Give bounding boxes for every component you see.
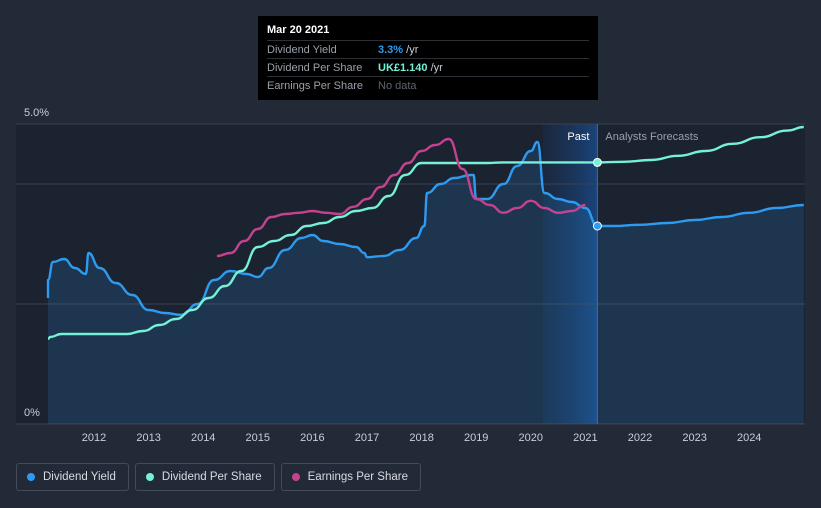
series-lines [46,125,804,340]
x-tick-label: 2022 [628,432,652,444]
grid-lines [16,123,805,425]
x-axis-labels: 2012 2013 2014 2015 2016 2017 2018 2019 2020 2021… [82,432,762,444]
legend-item-dividend-yield[interactable]: Dividend Yield [16,463,129,491]
dividend-per-share-marker [592,157,602,167]
x-tick-label: 2015 [246,432,270,444]
tooltip-label: Earnings Per Share [267,79,363,92]
x-tick-label: 2019 [464,432,488,444]
y-axis-labels: 5.0% 0% [24,107,49,419]
tooltip-value: 3.3% /yr [378,44,418,56]
markers [592,157,602,231]
x-tick-label: 2013 [136,432,160,444]
legend-dot-icon [27,473,35,481]
dividend-yield-line [46,140,804,316]
tooltip-date: Mar 20 2021 [267,24,330,36]
x-tick-label: 2024 [737,432,761,444]
y-tick-label: 5.0% [24,107,49,119]
x-tick-label: 2020 [519,432,543,444]
legend-dot-icon [291,473,300,481]
x-tick-label: 2021 [573,432,597,444]
x-tick-label: 2016 [300,432,324,444]
tooltip-earnings-per-share-value: No data [378,79,417,92]
tooltip-label: Dividend Per Share [267,61,363,74]
legend: Dividend Yield Dividend Per Share Earnin… [16,463,421,491]
legend-label: Dividend Yield [43,471,116,483]
legend-item-earnings-per-share[interactable]: Earnings Per Share [280,463,421,491]
past-highlight-band [542,124,598,424]
tooltip-row-dividend-per-share: Dividend Per Share UK£1.140 /yr [267,58,589,76]
chart: Past Analysts Forecasts 5.0%0% 2012 2013 2… [16,107,805,444]
tooltip: Mar 20 2021 Dividend Yield 3.3% /yr Divi… [258,16,598,100]
x-tick-label: 2017 [355,432,379,444]
past-label: Past [567,131,589,143]
legend-label: Earnings Per Share [307,471,408,483]
tooltip-row-dividend-yield: Dividend Yield 3.3% /yr [267,40,589,58]
tooltip-value: No data [378,80,417,92]
x-tick-label: 2014 [191,432,215,444]
dividend-per-share-line [47,125,804,340]
legend-item-dividend-per-share[interactable]: Dividend Per Share [134,463,275,491]
x-tick-label: 2018 [409,432,433,444]
tooltip-row-earnings-per-share: Earnings Per Share No data [267,76,589,94]
tooltip-dividend-yield-value: 3.3% [378,43,404,56]
dividend-yield-marker [592,221,602,231]
y-tick-label: 0% [24,407,40,419]
tooltip-unit: /yr [427,61,443,74]
forecast-label: Analysts Forecasts [605,131,698,143]
tooltip-unit: /yr [403,43,419,56]
tooltip-dividend-per-share-value: UK£1.140 [378,61,428,74]
earnings-per-share-line [216,137,586,258]
legend-dot-icon [145,473,154,481]
tooltip-label: Dividend Yield [267,43,337,56]
tooltip-value: UK£1.140 /yr [378,62,443,74]
x-tick-label: 2023 [682,432,706,444]
dividend-yield-area [48,142,804,424]
x-tick-label: 2012 [82,432,106,444]
legend-label: Dividend Per Share [161,471,262,483]
